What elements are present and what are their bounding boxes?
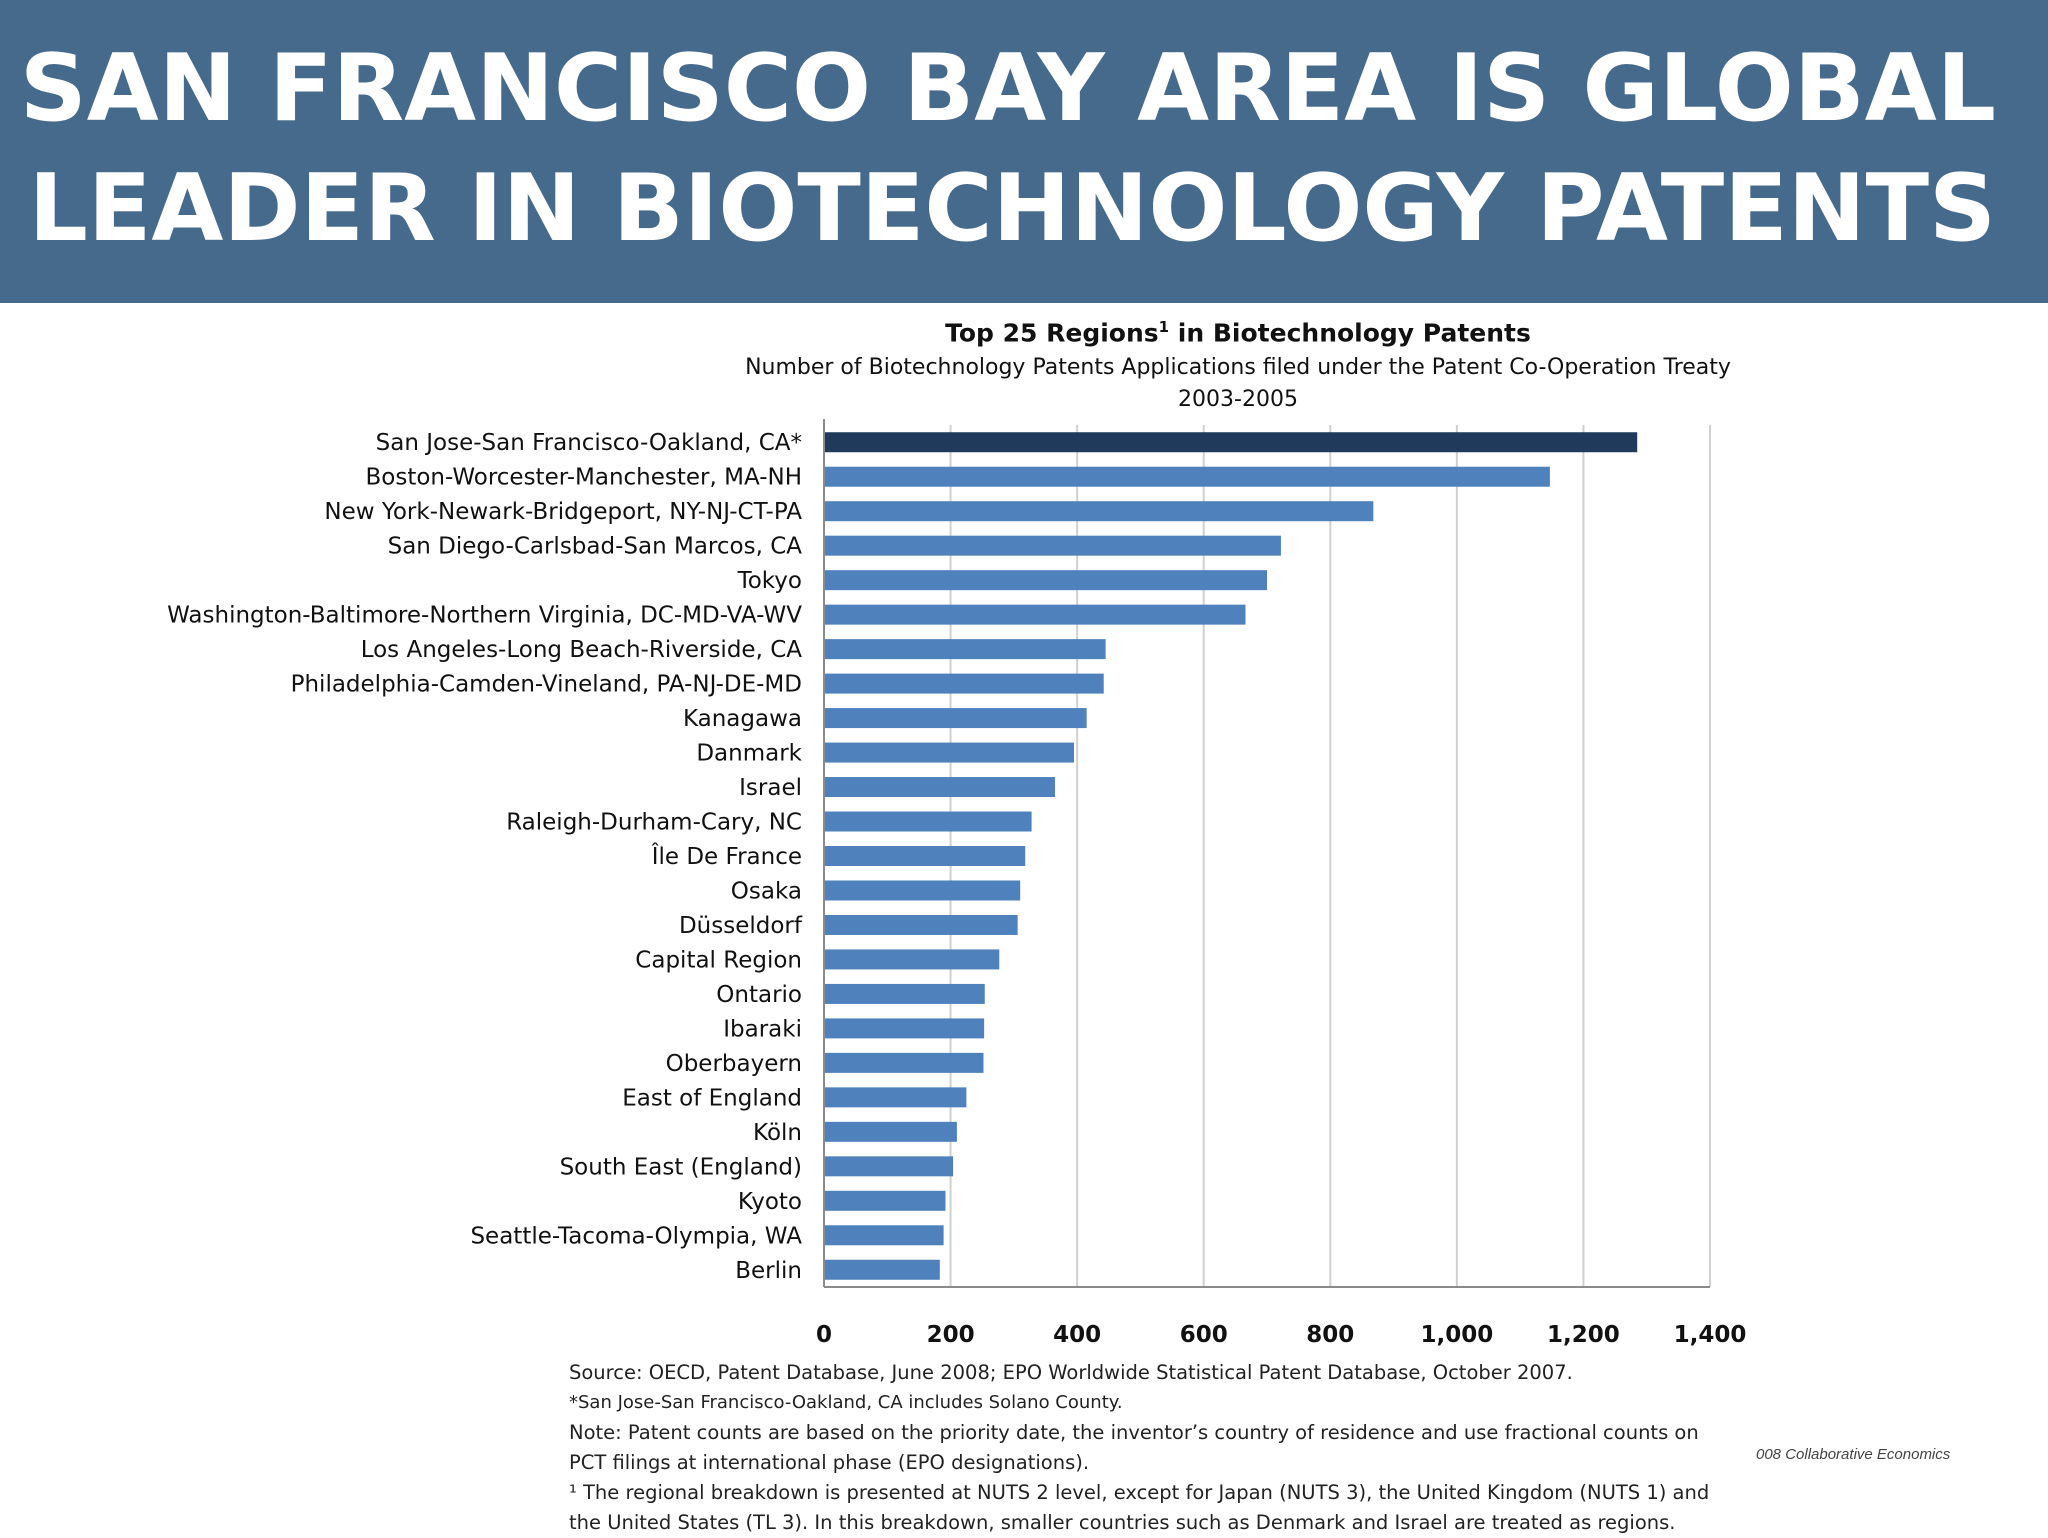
category-label: Los Angeles-Long Beach-Riverside, CA [361, 637, 803, 663]
category-label: San Jose-San Francisco-Oakland, CA* [376, 430, 802, 456]
credit-text: 008 Collaborative Economics [1756, 1446, 1951, 1463]
footnote-line-2: the United States (TL 3). In this breakd… [569, 1511, 1676, 1534]
category-label: Berlin [735, 1258, 802, 1284]
bar [824, 846, 1026, 866]
source-note: Source: OECD, Patent Database, June 2008… [569, 1361, 1573, 1384]
bar [824, 811, 1032, 832]
chart-title: Top 25 Regions1 in Biotechnology Patents [0, 318, 2048, 347]
x-tick-label: 1,200 [1547, 1322, 1620, 1348]
footnote-line-1: ¹ The regional breakdown is presented at… [569, 1481, 1710, 1504]
x-tick-label: 0 [816, 1322, 832, 1348]
bar [824, 639, 1106, 660]
bar [824, 742, 1074, 763]
chart-title-suffix: in Biotechnology Patents [1177, 318, 1531, 348]
category-label: Israel [739, 775, 802, 801]
category-label: Köln [753, 1120, 802, 1146]
chart-title-superscript: 1 [1158, 318, 1170, 336]
category-label: New York-Newark-Bridgeport, NY-NJ-CT-PA [324, 499, 802, 525]
title-banner: SAN FRANCISCO BAY AREA IS GLOBAL LEADER … [0, 0, 2048, 303]
asterisk-note: *San Jose-San Francisco-Oakland, CA incl… [569, 1392, 1123, 1413]
bar [824, 983, 985, 1004]
bar [824, 1052, 984, 1073]
bar [824, 432, 1638, 453]
category-label: Ontario [716, 982, 802, 1008]
category-label: South East (England) [560, 1154, 802, 1180]
category-label: Washington-Baltimore-Northern Virginia, … [167, 603, 802, 629]
category-label: Danmark [696, 741, 802, 767]
category-label: Osaka [731, 878, 802, 904]
x-tick-label: 1,400 [1674, 1322, 1747, 1348]
x-tick-label: 800 [1306, 1322, 1354, 1348]
bar [824, 501, 1374, 522]
note-line-2: PCT filings at international phase (EPO … [569, 1451, 1090, 1474]
bar [824, 604, 1246, 625]
bar [824, 880, 1021, 901]
bar [824, 1087, 967, 1108]
bar [824, 949, 1000, 970]
bar [824, 777, 1055, 798]
x-tick-label: 400 [1053, 1322, 1101, 1348]
x-tick-label: 200 [927, 1322, 975, 1348]
bar [824, 1018, 985, 1039]
bar [824, 1156, 954, 1177]
category-label: Tokyo [737, 568, 802, 594]
bar [824, 914, 1018, 935]
bar [824, 570, 1267, 591]
category-label: Kanagawa [683, 706, 802, 732]
category-label: Capital Region [635, 947, 802, 973]
category-label: East of England [622, 1085, 802, 1111]
category-label: Düsseldorf [679, 913, 803, 939]
category-label: Boston-Worcester-Manchester, MA-NH [365, 465, 802, 491]
category-label: Oberbayern [666, 1051, 802, 1077]
slide-title-line-2: LEADER IN BIOTECHNOLOGY PATENTS [28, 154, 1996, 262]
bar [824, 673, 1104, 694]
chart-title-main: Top 25 Regions [945, 318, 1159, 348]
chart-subtitle: Number of Biotechnology Patents Applicat… [745, 355, 1731, 380]
bar [824, 708, 1087, 729]
category-label: Philadelphia-Camden-Vineland, PA-NJ-DE-M… [291, 672, 802, 698]
category-label: Seattle-Tacoma-Olympia, WA [470, 1223, 802, 1249]
note-line-1: Note: Patent counts are based on the pri… [569, 1421, 1699, 1444]
category-label: San Diego-Carlsbad-San Marcos, CA [388, 534, 803, 560]
chart-notes: Source: OECD, Patent Database, June 2008… [569, 1358, 1739, 1538]
bar [824, 1121, 957, 1142]
x-tick-label: 600 [1180, 1322, 1228, 1348]
slide-title-line-1: SAN FRANCISCO BAY AREA IS GLOBAL [19, 34, 1996, 142]
bar [824, 1190, 946, 1211]
category-label: Ibaraki [723, 1016, 802, 1042]
category-label: Kyoto [738, 1189, 802, 1215]
category-label: Raleigh-Durham-Cary, NC [506, 810, 802, 836]
bar [824, 466, 1550, 487]
bar [824, 1225, 944, 1246]
chart-period: 2003-2005 [1178, 387, 1298, 412]
bar [824, 1259, 940, 1280]
x-tick-label: 1,000 [1420, 1322, 1493, 1348]
category-label: Île De France [651, 842, 802, 870]
bar [824, 535, 1281, 556]
